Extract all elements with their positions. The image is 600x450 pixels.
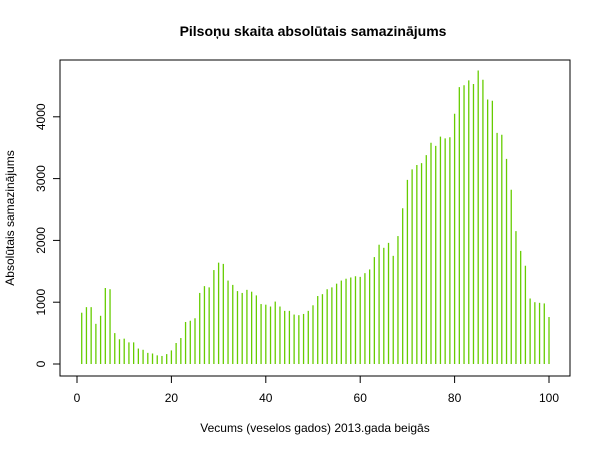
plot-area-frame <box>59 59 571 377</box>
y-axis-label: Absolūtais samazinājums <box>3 150 17 285</box>
x-tick-label-60: 60 <box>354 391 368 405</box>
bars-group <box>81 70 550 364</box>
y-tick-label-3000: 3000 <box>34 165 48 192</box>
x-axis: 0 20 40 60 80 100 <box>74 375 559 405</box>
x-tick-label-0: 0 <box>74 391 81 405</box>
y-tick-label-4000: 4000 <box>34 103 48 130</box>
x-axis-label: Vecums (veselos gados) 2013.gada beigās <box>200 421 429 435</box>
y-tick-label-0: 0 <box>34 360 48 367</box>
chart-title: Pilsoņu skaita absolūtais samazinājums <box>180 23 447 39</box>
x-tick-label-100: 100 <box>539 391 559 405</box>
y-tick-label-2000: 2000 <box>34 227 48 254</box>
x-tick-label-40: 40 <box>259 391 273 405</box>
x-tick-label-20: 20 <box>165 391 179 405</box>
y-tick-label-1000: 1000 <box>34 289 48 316</box>
y-axis: 0 1000 2000 3000 4000 <box>34 103 61 367</box>
x-tick-label-80: 80 <box>448 391 462 405</box>
